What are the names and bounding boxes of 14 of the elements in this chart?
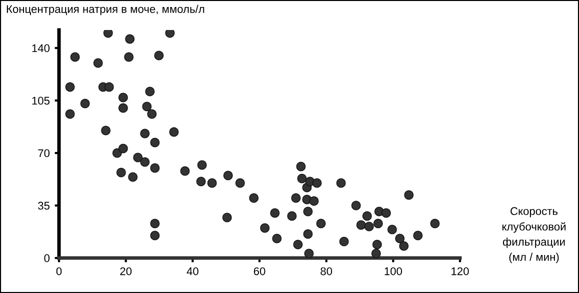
y-tick-label: 105: [32, 96, 50, 105]
y-axis-title: Концентрация натрия в моче, ммоль/л: [6, 4, 204, 16]
y-tick-label: 35: [38, 202, 50, 210]
x-tick-label: 60: [254, 267, 266, 276]
x-tick-label: 80: [320, 267, 332, 276]
x-tick-label: 100: [384, 267, 402, 276]
y-tick-label: 140: [32, 44, 50, 52]
x-tick-label: 0: [56, 267, 62, 276]
y-tick-label: 70: [38, 149, 50, 158]
x-tick-label: 40: [186, 267, 198, 276]
x-axis-title: Скорость клубочковой фильтрации (мл / мин): [502, 207, 566, 264]
x-tick-label: 20: [120, 267, 132, 276]
x-tick-label: 120: [452, 267, 469, 276]
y-tick-label: 0: [44, 254, 50, 262]
